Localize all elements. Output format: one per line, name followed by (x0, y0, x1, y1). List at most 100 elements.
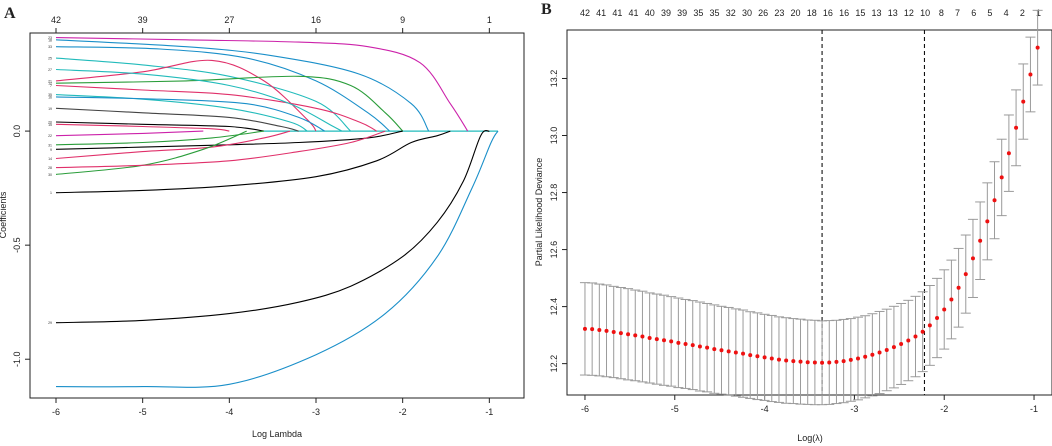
panel-b-point (1035, 45, 1040, 50)
panel-b-point (856, 356, 860, 361)
panel-a-variable-label: 12 (48, 82, 52, 86)
panel-b-top-tick-label: 42 (580, 8, 590, 18)
panel-a-x-tick-label: -2 (399, 407, 407, 417)
panel-a-variable-label: 35 (48, 93, 52, 97)
panel-b-point (848, 357, 853, 362)
panel-a-line-v2 (55, 39, 430, 132)
panel-b-y-tick-label: 12.2 (549, 355, 559, 373)
panel-a-variable-label: 1 (50, 191, 52, 195)
panel-b-top-axis: 42 41 41 41 40 39 39 35 35 32 30 26 23 20 18 16 16 15 13 13… (580, 8, 1041, 18)
panel-a-series (55, 37, 499, 388)
panel-b-x-label: Log(λ) (797, 433, 823, 443)
panel-b-point (863, 354, 868, 359)
panel-a-line-v14 (55, 130, 204, 137)
panel-a-y-label: Coefficients (0, 191, 8, 238)
panel-a-line-v8 (55, 68, 343, 132)
panel-a-y-tick-label: 0.0 (12, 125, 22, 138)
panel-b-point (942, 307, 947, 312)
panel-b-point (769, 356, 774, 361)
panel-b-top-tick-label: 39 (677, 8, 687, 18)
panel-a-x-label: Log Lambda (252, 429, 302, 439)
panel-b-point (712, 347, 717, 352)
panel-b-x-axis: -6 -5 -4 -3 -2 -1 (581, 395, 1038, 414)
panel-b-top-tick-label: 35 (693, 8, 703, 18)
panel-b-point (899, 341, 904, 346)
panel-b-point (582, 326, 587, 331)
panel-b-point (690, 343, 695, 348)
panel-a-line-v13 (55, 123, 230, 132)
panel-a-variable-label: 7 (50, 84, 52, 88)
panel-a-variable-label: 9 (50, 148, 52, 152)
panel-b-top-tick-label: 7 (955, 8, 960, 18)
panel-b-point (784, 358, 789, 363)
panel-a-variable-label: 16 (48, 95, 52, 99)
panel-b-y-axis: 12.2 12.4 12.6 12.8 13.0 13.2 (549, 70, 567, 373)
panel-a-variable-label: 31 (48, 143, 52, 147)
panel-b-point (640, 334, 645, 339)
panel-b-point (884, 347, 889, 352)
panel-b-point (654, 337, 659, 342)
panel-b-point (870, 352, 875, 357)
panel-b-point (733, 350, 738, 355)
panel-b-point (834, 359, 839, 364)
panel-b-point (805, 360, 810, 365)
panel-b-top-tick-label: 12 (904, 8, 914, 18)
panel-b-point (798, 359, 803, 364)
panel-b-point (927, 323, 932, 328)
panel-b-point (590, 327, 595, 332)
panel-a-variable-label: 20 (48, 120, 52, 124)
panel-a-variable-label: 23 (48, 36, 52, 40)
panel-b-point (726, 349, 731, 354)
panel-b-top-tick-label: 35 (710, 8, 720, 18)
panel-b-point (906, 338, 911, 343)
panel-b-point (920, 329, 925, 334)
panel-b-points (579, 9, 1043, 406)
panel-b-top-tick-label: 2 (1020, 8, 1025, 18)
panel-a-line-v11 (55, 107, 299, 132)
panel-b-point (1014, 125, 1019, 130)
panel-b-top-tick-label: 41 (596, 8, 606, 18)
panel-a-line-v5 (55, 59, 317, 132)
panel-a-line-v6 (55, 75, 404, 132)
panel-b-point (626, 332, 631, 337)
panel-b-point (877, 350, 882, 355)
panel-a-x-tick-label: -3 (312, 407, 320, 417)
panel-a-label: A (4, 5, 16, 22)
panel-b-top-tick-label: 16 (839, 8, 849, 18)
panel-a-y-tick-label: -1.0 (12, 351, 22, 367)
panel-b-top-tick-label: 20 (791, 8, 801, 18)
panel-a-variable-label: 22 (48, 134, 52, 138)
panel-a-line-v7 (55, 84, 377, 132)
panel-b-top-tick-label: 32 (726, 8, 736, 18)
panel-b-point (841, 359, 846, 364)
panel-b-point (762, 355, 767, 360)
panel-b-x-tick-label: -1 (1030, 404, 1038, 414)
panel-b-point (597, 327, 602, 332)
panel-b-point (755, 354, 760, 359)
panel-b-point (791, 359, 796, 364)
panel-a-top-tick-label: 9 (400, 15, 405, 25)
panel-a-y-tick-label: -0.5 (12, 237, 22, 253)
panel-b-y-tick-label: 13.2 (549, 70, 559, 88)
panel-a-line-v21 (55, 130, 490, 324)
panel-b-top-tick-label: 39 (661, 8, 671, 18)
panel-a-variable-label: 33 (48, 45, 52, 49)
panel-a-variable-label: 27 (48, 68, 52, 72)
panel-a-line-v4 (55, 57, 352, 132)
panel-b-point (956, 285, 961, 290)
panel-b-point (748, 353, 753, 358)
panel-b-top-tick-label: 1 (1036, 8, 1041, 18)
panel-b-x-tick-label: -5 (671, 404, 679, 414)
panel-b-x-tick-label: -4 (761, 404, 769, 414)
panel-a-x-tick-label: -4 (225, 407, 233, 417)
panel-a-top-tick-label: 42 (51, 15, 61, 25)
panel-a-variable-label: 18 (48, 38, 52, 42)
panel-b-point (776, 357, 781, 362)
panel-b-x-tick-label: -3 (850, 404, 858, 414)
panel-b-top-tick-label: 13 (872, 8, 882, 18)
panel-b-point (611, 329, 616, 334)
panel-b-plot-frame (566, 29, 1052, 396)
panel-b-point (949, 297, 954, 302)
panel-a-line-v1 (55, 37, 469, 132)
